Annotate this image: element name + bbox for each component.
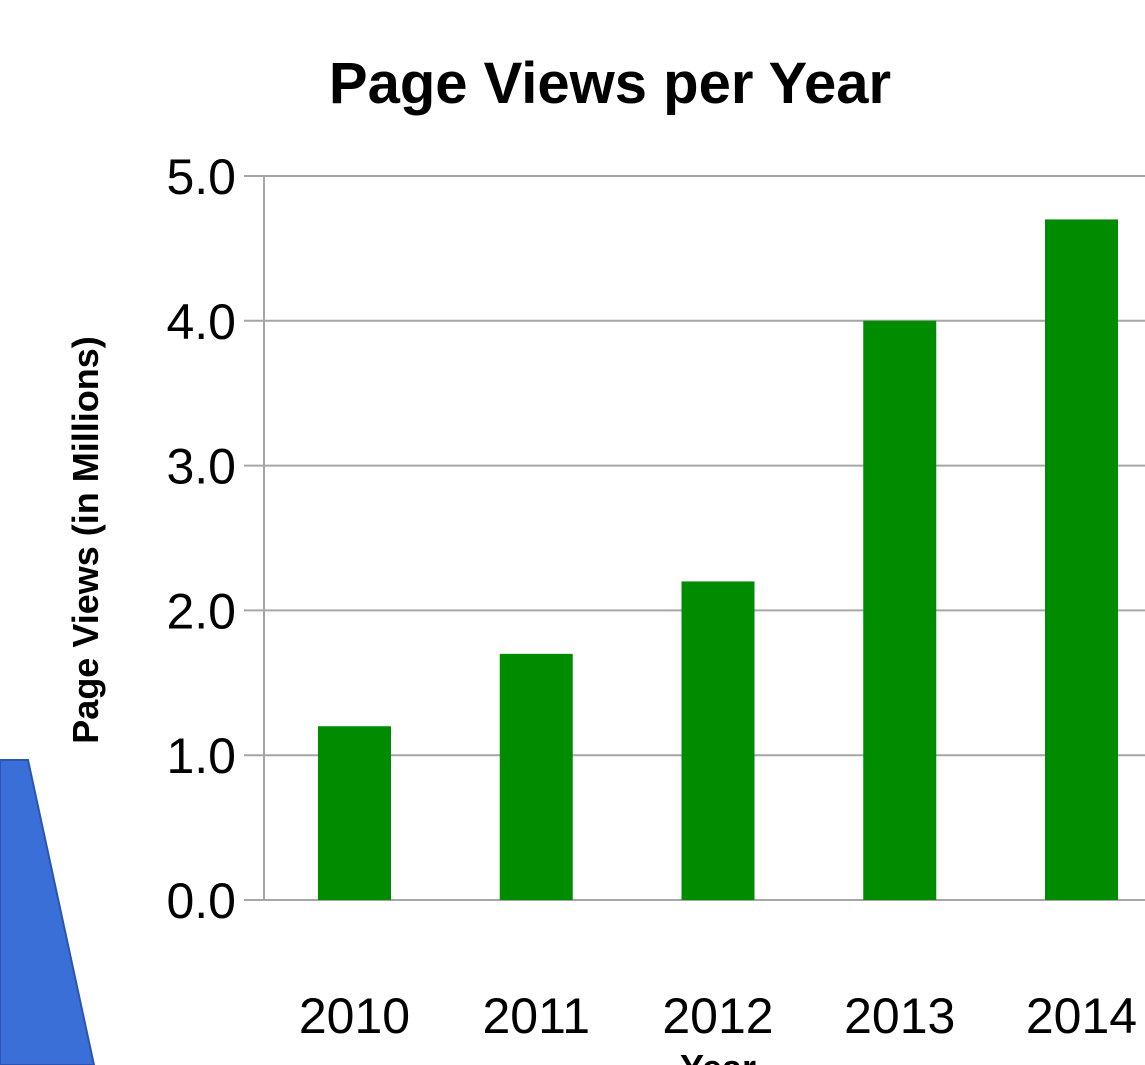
y-tick-labels: 0.0 1.0 2.0 3.0 4.0 5.0 [166,149,236,929]
y-tick-label: 1.0 [166,728,236,784]
decorative-blue-shape [0,759,96,1065]
x-tick-label: 2010 [299,988,410,1044]
bar-2014 [1045,219,1118,900]
x-tick-label: 2011 [482,988,590,1044]
x-tick-label: 2014 [1026,988,1137,1044]
x-tick-label: 2013 [844,988,955,1044]
x-tick-labels: 2010 2011 2012 2013 2014 [299,988,1137,1044]
bar-2012 [681,581,755,900]
bar-2011 [499,653,573,900]
chart-title: Page Views per Year [329,51,891,116]
y-tick-label: 3.0 [166,439,236,495]
bars [318,219,1118,900]
y-tick-label: 4.0 [166,294,236,350]
y-tick-label: 2.0 [166,583,236,639]
y-tick-label: 0.0 [166,873,236,929]
x-axis-label: Year [680,1047,756,1065]
bar-2013 [863,320,937,900]
y-tick-label: 5.0 [166,149,236,205]
x-tick-label: 2012 [662,988,773,1044]
y-axis-label: Page Views (in Millions) [65,336,106,743]
bar-2010 [318,726,391,900]
